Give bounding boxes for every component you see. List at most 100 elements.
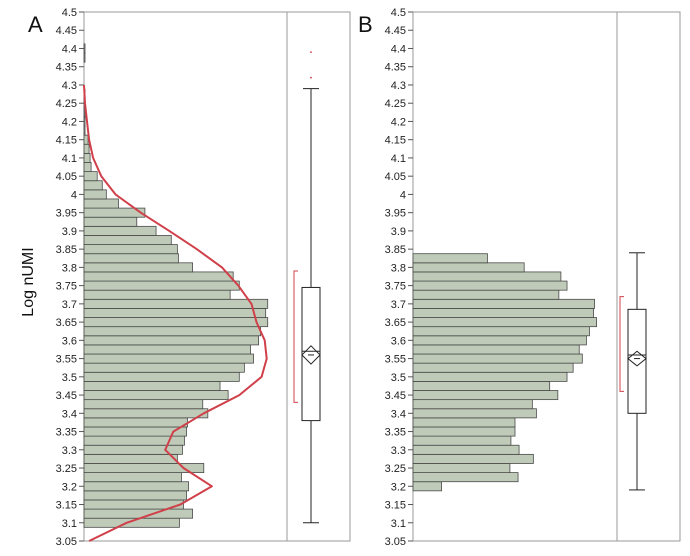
y-tick-label-b: 3.15	[385, 500, 406, 512]
histogram-bar-a	[83, 162, 92, 173]
histogram-bar-b	[412, 326, 590, 337]
histogram-bar-b	[412, 262, 525, 273]
histogram-bar-a	[83, 262, 194, 273]
y-tick-label-a: 3.45	[56, 390, 77, 402]
histogram-bar-a	[83, 116, 86, 127]
histogram-bar-a	[83, 280, 240, 291]
shortest-half-bracket-a	[293, 270, 298, 403]
y-tick-label-a: 3.35	[56, 427, 77, 439]
histogram-bar-a	[83, 508, 194, 519]
y-tick-label-a: 4.1	[62, 153, 77, 165]
histogram-bar-a	[83, 362, 245, 373]
histogram-bar-b	[412, 289, 560, 300]
y-tick-label-a: 3.05	[56, 536, 77, 548]
histogram-bar-a	[83, 189, 107, 200]
y-tick-label-a: 4.45	[56, 25, 77, 37]
histogram-bar-b	[412, 317, 598, 328]
histogram-bar-a	[83, 353, 254, 364]
histogram-bar-b	[412, 371, 568, 382]
histogram-bar-a	[83, 43, 86, 54]
histogram-bar-b	[412, 444, 520, 455]
y-tick-label-b: 4.15	[385, 135, 406, 147]
y-tick-label-b: 3.8	[391, 262, 406, 274]
histogram-bar-b	[412, 408, 537, 419]
histogram-bar-a	[83, 308, 267, 318]
histogram-bar-b	[412, 417, 516, 428]
histogram-bar-a	[83, 490, 187, 501]
y-tick-label-a: 3.5	[62, 372, 77, 384]
y-tick-label-b: 4.3	[391, 80, 406, 92]
y-tick-label-a: 3.8	[62, 262, 77, 274]
histogram-bar-b	[412, 271, 562, 282]
y-tick-label-b: 3.5	[391, 372, 406, 384]
histogram-bar-a	[83, 271, 234, 282]
density-curve-a	[83, 84, 268, 542]
shortest-half-bracket-b	[619, 296, 624, 392]
histogram-bar-a	[83, 317, 269, 328]
y-tick-label-b: 3.05	[385, 536, 406, 548]
histogram-bar-a	[83, 298, 269, 309]
histogram-bar-b	[412, 472, 519, 483]
y-tick-label-b: 3.4	[391, 408, 406, 420]
y-tick-label-b: 4.45	[385, 25, 406, 37]
y-tick-label-b: 3.85	[385, 244, 406, 256]
histogram-bar-a	[83, 216, 138, 227]
mean-diamond-b	[627, 350, 647, 367]
histogram-bar-b	[412, 353, 583, 364]
y-tick-label-b: 3.3	[391, 445, 406, 457]
histogram-bar-a	[83, 253, 179, 264]
y-tick-label-b: 3.95	[385, 208, 406, 220]
y-tick-label-b: 4.1	[391, 153, 406, 165]
y-tick-label-b: 4.05	[385, 171, 406, 183]
y-tick-label-a: 4.25	[56, 98, 77, 110]
y-tick-label-a: 3.6	[62, 335, 77, 347]
histogram-bar-a	[83, 198, 119, 209]
histogram-bar-a	[83, 143, 90, 154]
y-tick-label-a: 3.7	[62, 299, 77, 311]
y-tick-label-a: 4.15	[56, 135, 77, 147]
histogram-bar-b	[412, 362, 574, 373]
y-tick-label-b: 3.75	[385, 281, 406, 293]
y-tick-label-a: 3.2	[62, 481, 77, 493]
histogram-bar-a	[83, 344, 251, 355]
histogram-bar-b	[412, 426, 516, 437]
y-tick-label-b: 4.5	[391, 7, 406, 19]
y-tick-label-a: 3.25	[56, 463, 77, 475]
histogram-bar-b	[412, 380, 551, 391]
histogram-bar-b	[412, 463, 511, 473]
y-tick-label-b: 4.2	[391, 116, 406, 128]
y-tick-label-a: 4.2	[62, 116, 77, 128]
histogram-bar-a	[83, 453, 178, 464]
y-tick-label-a: 3.55	[56, 354, 77, 366]
histogram-bar-a	[83, 152, 91, 163]
y-tick-label-a: 3.3	[62, 445, 77, 457]
histogram-bar-a	[83, 326, 262, 337]
histogram-bar-a	[83, 408, 209, 419]
histogram-bar-b	[412, 298, 595, 309]
histogram-bar-b	[412, 481, 442, 492]
histogram-bar-b	[412, 453, 534, 464]
y-tick-label-b: 3.65	[385, 317, 406, 329]
y-tick-label-a: 4.5	[62, 7, 77, 19]
histogram-bar-b	[412, 253, 488, 264]
box-iqr-b	[627, 308, 647, 414]
y-tick-label-a: 3.95	[56, 208, 77, 220]
histogram-bar-b	[412, 435, 512, 446]
histogram-bar-a	[83, 371, 240, 382]
histogram-bar-a	[83, 335, 259, 346]
histogram-bar-b	[412, 344, 580, 355]
y-tick-label-a: 3.65	[56, 317, 77, 329]
y-tick-label-a: 4.4	[62, 43, 77, 55]
histogram-bar-a	[83, 125, 86, 136]
y-tick-label-b: 3.25	[385, 463, 406, 475]
histogram-bar-b	[412, 390, 559, 401]
histogram-bar-a	[83, 399, 204, 410]
y-tick-label-a: 4	[71, 189, 77, 201]
y-tick-label-a: 3.1	[62, 518, 77, 530]
histogram-bar-a	[83, 235, 172, 245]
y-tick-label-b: 4.4	[391, 43, 406, 55]
histogram-bar-a	[83, 134, 89, 145]
histogram-bar-a	[83, 180, 103, 191]
outlier-point-a	[310, 51, 312, 54]
